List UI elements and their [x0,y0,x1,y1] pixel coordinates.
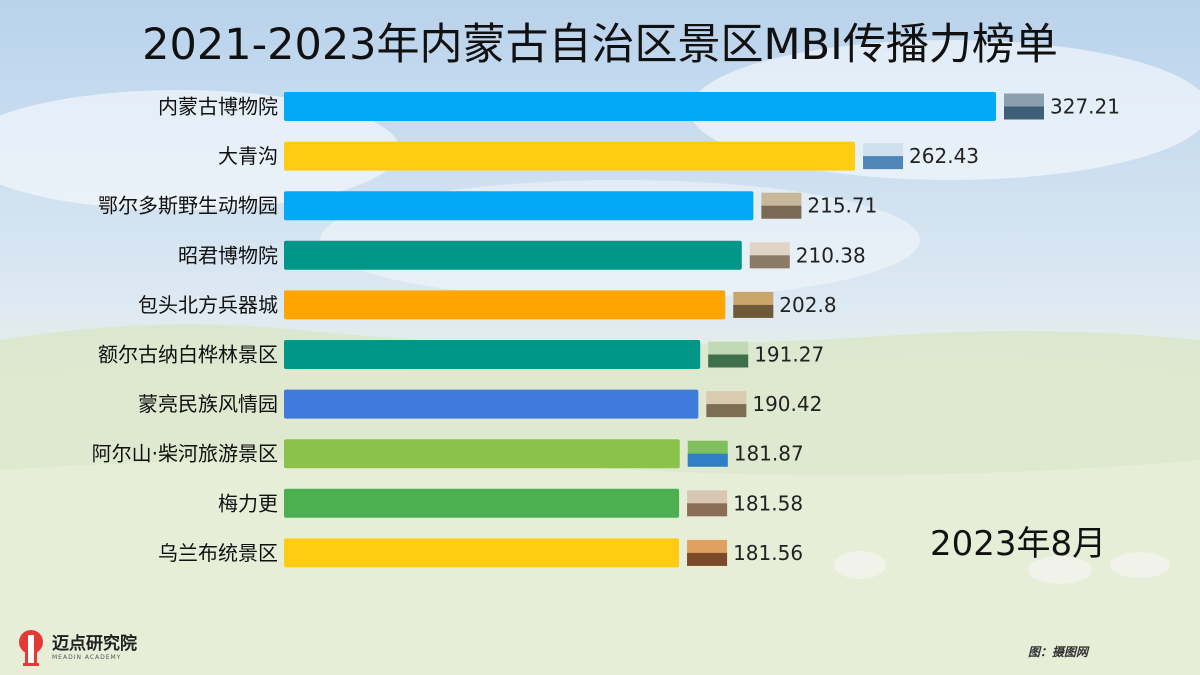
value-label: 210.38 [796,243,866,267]
category-label: 大青沟 [218,144,278,168]
bar [284,240,742,270]
category-label: 包头北方兵器城 [138,293,278,317]
thumbnail-photo-icon [761,192,802,219]
category-label: 梅力更 [218,491,278,515]
thumbnail-photo-icon [687,539,728,566]
bar [284,439,680,469]
category-label: 乌兰布统景区 [158,541,278,565]
category-label: 额尔古纳白桦林景区 [98,343,278,367]
thumbnail-photo-icon [706,391,747,418]
category-label: 鄂尔多斯野生动物园 [98,194,278,218]
thumbnail-photo-icon [733,291,774,318]
bar [284,290,726,320]
category-label: 蒙亮民族风情园 [138,392,278,416]
brand-logo: 迈点研究院 MEADIN ACADEMY [16,628,137,668]
bar [284,92,996,121]
image-credit: 图：摄图网 [1028,645,1089,659]
bar [284,389,699,419]
bar [284,538,680,568]
bar [284,488,680,518]
bar [284,191,754,221]
value-label: 181.87 [734,442,804,466]
period-label: 2023年8月 [930,524,1107,564]
thumbnail-photo-icon [749,242,790,269]
logo-name-cn: 迈点研究院 [52,633,137,654]
bar [284,340,701,369]
category-label: 昭君博物院 [178,243,278,267]
thumbnail-photo-icon [687,440,728,467]
value-label: 202.8 [779,293,836,317]
value-label: 181.56 [733,541,803,565]
thumbnail-photo-icon [687,490,728,517]
value-label: 190.42 [752,392,822,416]
value-label: 215.71 [807,194,877,218]
chart-title: 2021-2023年内蒙古自治区景区MBI传播力榜单 [142,20,1058,70]
meadin-logo-icon [19,630,43,666]
logo-name-en: MEADIN ACADEMY [52,653,122,661]
category-label: 阿尔山·柴河旅游景区 [92,442,278,466]
bar [284,141,856,171]
thumbnail-photo-icon [1004,93,1044,120]
thumbnail-photo-icon [708,341,749,368]
value-label: 191.27 [754,343,824,367]
value-label: 327.21 [1050,95,1120,119]
value-label: 181.58 [733,491,803,515]
value-label: 262.43 [909,144,979,168]
category-label: 内蒙古博物院 [158,95,278,119]
thumbnail-photo-icon [863,143,904,170]
